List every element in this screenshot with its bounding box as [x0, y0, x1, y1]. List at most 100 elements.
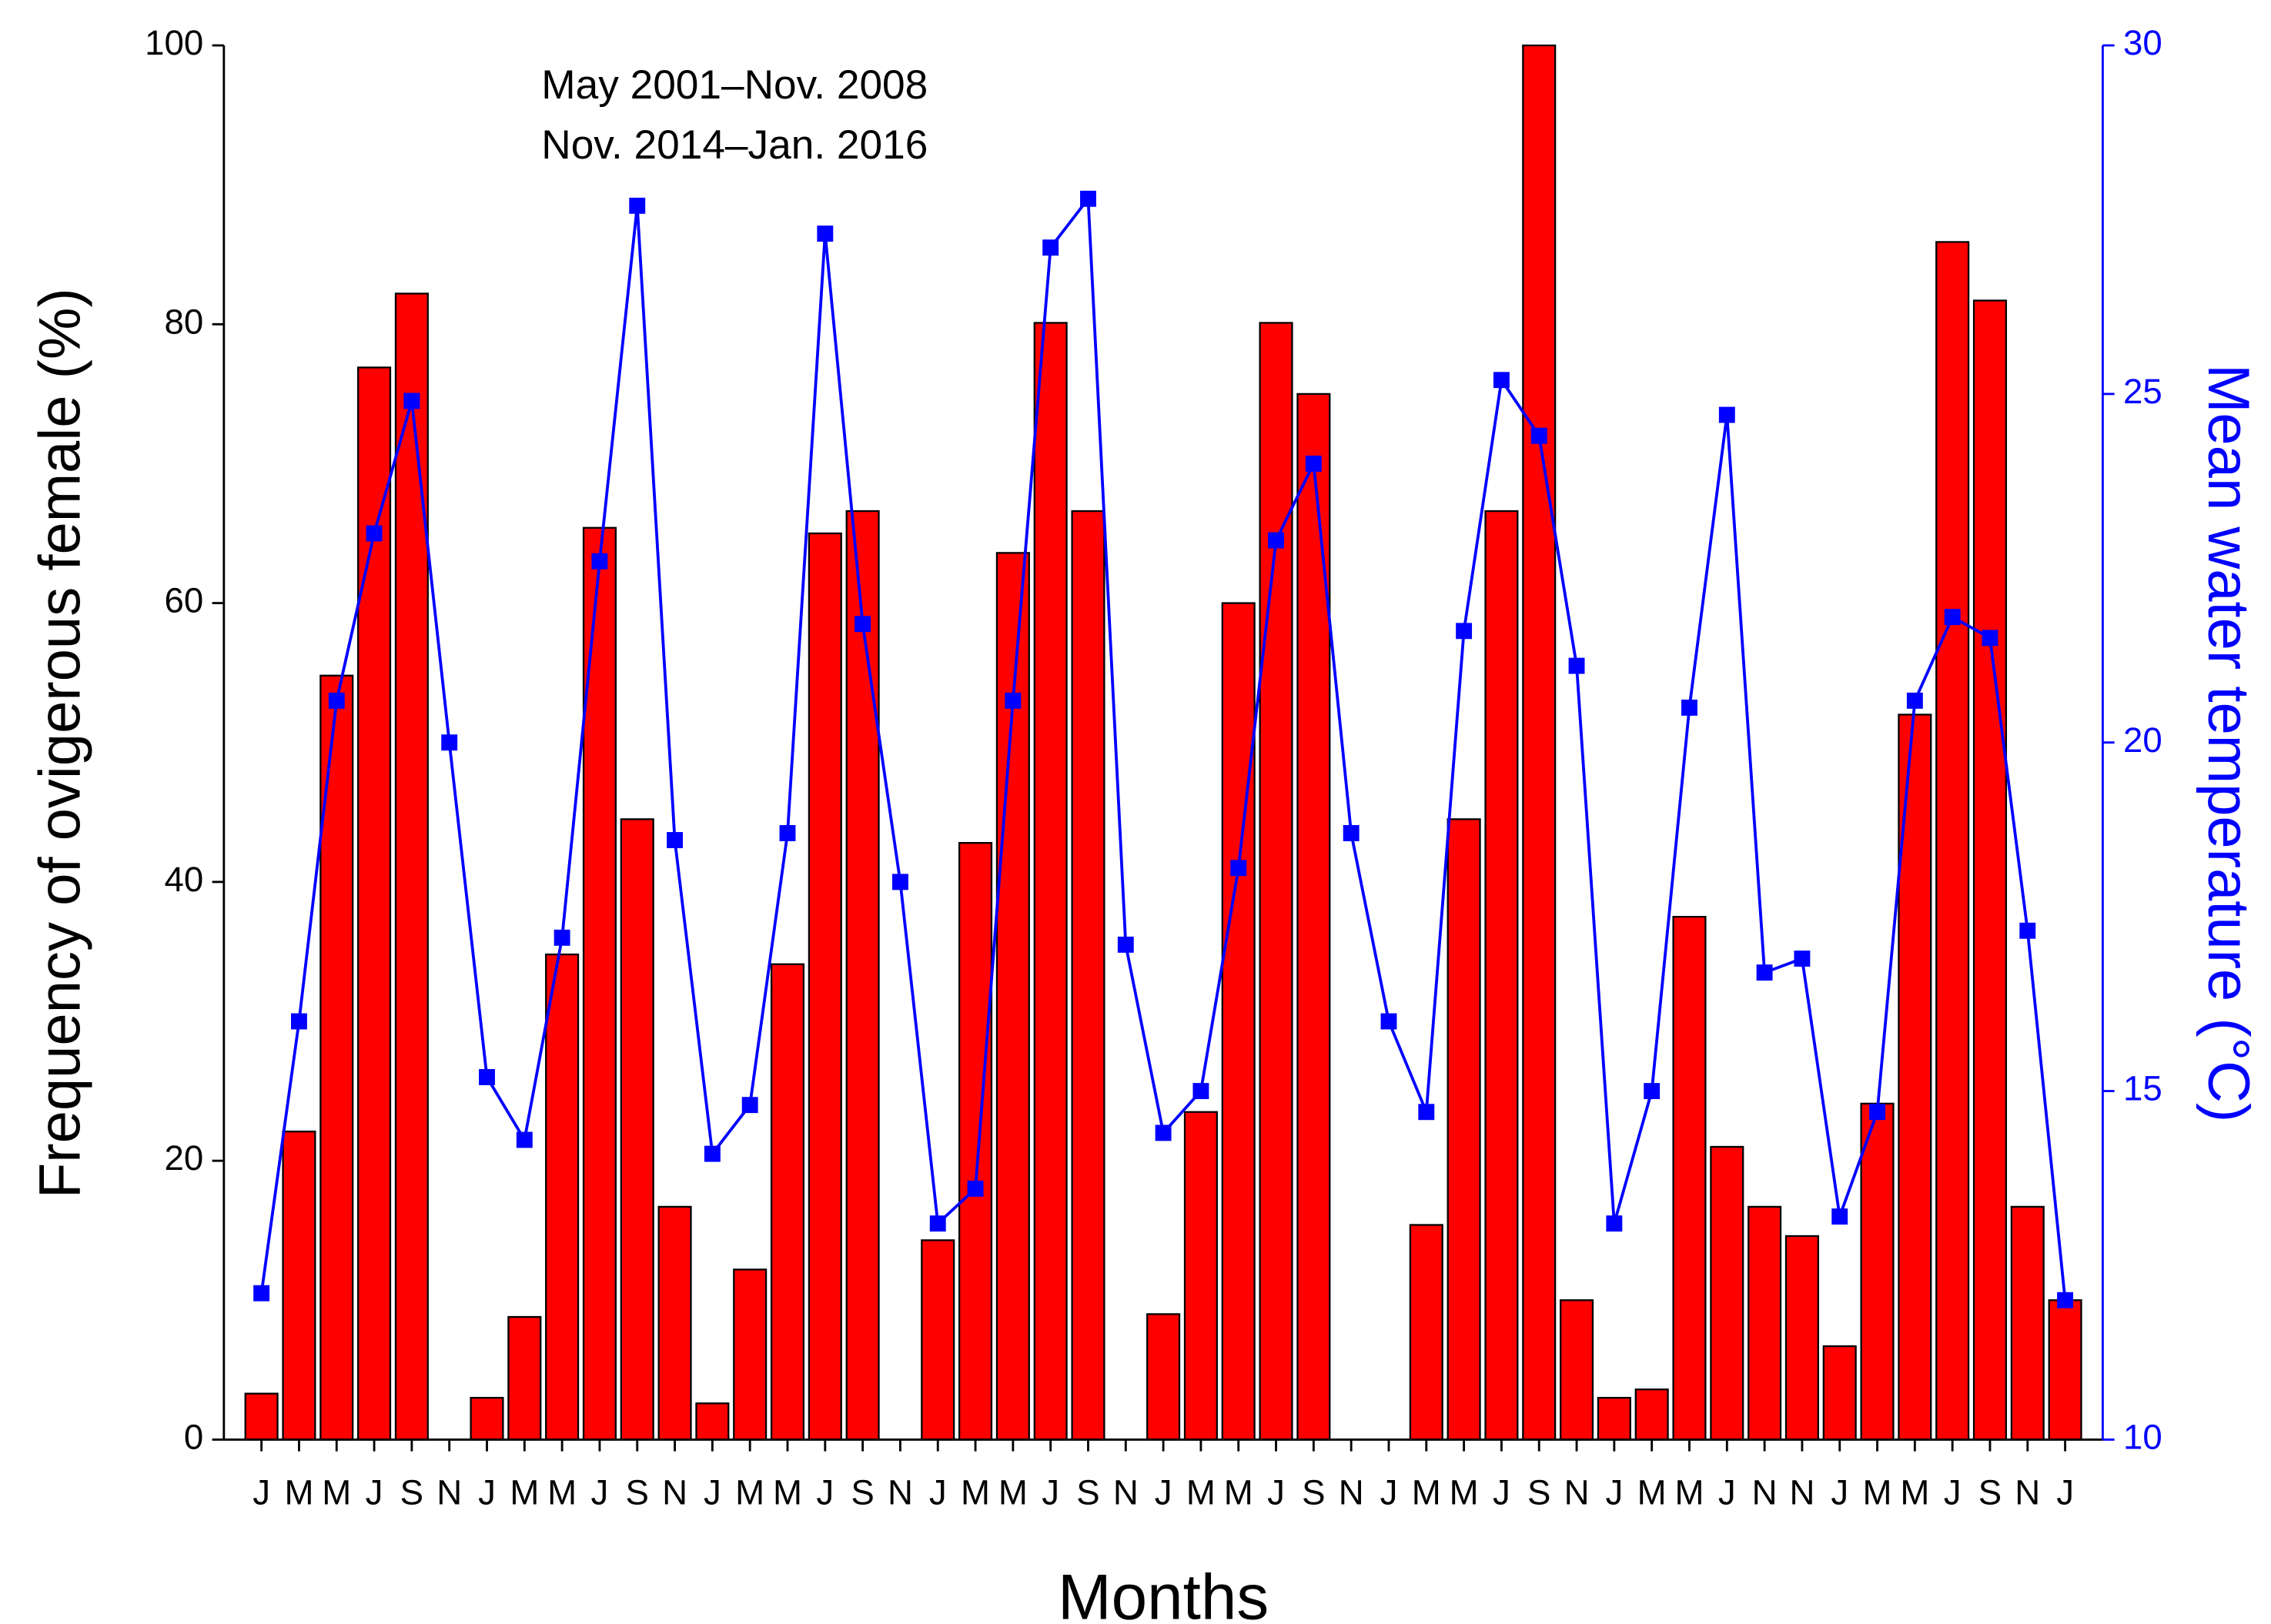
marker [1005, 692, 1022, 709]
y-tick-label: 0 [184, 1417, 203, 1456]
x-tick-label: J [704, 1473, 721, 1512]
marker [1644, 1083, 1661, 1100]
bar [1972, 299, 2008, 1441]
marker [1906, 692, 1923, 709]
marker [1982, 630, 1998, 647]
marker [554, 929, 570, 946]
x-tick-label: S [1978, 1473, 2002, 1512]
bar [357, 366, 392, 1441]
x-tick-label: J [366, 1473, 383, 1512]
y-tick-label: 80 [164, 302, 203, 341]
bar [1672, 916, 1707, 1441]
x-tick-label: J [1831, 1473, 1848, 1512]
bar [244, 1392, 279, 1441]
marker [1042, 239, 1059, 256]
bar [1784, 1235, 1819, 1441]
x-tick-label: S [851, 1473, 874, 1512]
marker [1230, 860, 1247, 877]
x-tick-label: S [1527, 1473, 1550, 1512]
x-tick-label: J [1718, 1473, 1736, 1512]
marker [1756, 964, 1773, 981]
y2-tick-label: 20 [2123, 720, 2162, 760]
bar [1484, 510, 1519, 1441]
bar [921, 1239, 955, 1441]
marker [1831, 1208, 1848, 1225]
x-tick-label: M [773, 1473, 802, 1512]
x-tick-label: M [1186, 1473, 1216, 1512]
bar [1710, 1145, 1744, 1441]
bar [1860, 1102, 1895, 1441]
x-tick-label: M [510, 1473, 539, 1512]
marker [1794, 951, 1811, 967]
marker [1568, 657, 1585, 674]
y-tick-label: 40 [164, 860, 203, 899]
marker [441, 734, 458, 751]
x-tick-label: J [1605, 1473, 1623, 1512]
bar [1296, 393, 1331, 1441]
x-tick-label: J [816, 1473, 834, 1512]
marker [1718, 406, 1735, 423]
y-tick-label: 100 [145, 23, 203, 62]
marker [1343, 825, 1360, 841]
marker [1380, 1013, 1397, 1030]
marker [1606, 1215, 1623, 1232]
x-tick-label: M [1412, 1473, 1441, 1512]
x-tick-label: M [1450, 1473, 1479, 1512]
x-tick-label: J [1042, 1473, 1059, 1512]
x-tick-label: M [1900, 1473, 1929, 1512]
x-tick-label: S [400, 1473, 423, 1512]
x-tick-label: N [2015, 1473, 2040, 1512]
marker [403, 393, 420, 409]
bar [2010, 1205, 2045, 1441]
x-tick-label: N [1113, 1473, 1139, 1512]
marker [253, 1285, 270, 1302]
marker [290, 1013, 307, 1030]
marker [2019, 922, 2036, 939]
x-tick-label: J [929, 1473, 947, 1512]
bar [1183, 1111, 1218, 1441]
x-tick-label: J [591, 1473, 609, 1512]
bar [995, 552, 1030, 1441]
x-tick-label: N [888, 1473, 913, 1512]
bar [1748, 1205, 1782, 1441]
marker [1117, 936, 1134, 953]
x-tick-label: M [998, 1473, 1028, 1512]
x-tick-label: M [1674, 1473, 1704, 1512]
bar [1522, 44, 1557, 1441]
marker [741, 1097, 758, 1114]
bar [1033, 322, 1068, 1441]
x-tick-label: M [547, 1473, 577, 1512]
marker [1530, 427, 1547, 444]
y-tick-label: 60 [164, 581, 203, 620]
x-axis-title: Months [1058, 1561, 1269, 1624]
marker [328, 692, 345, 709]
x-tick-label: J [478, 1473, 496, 1512]
x-tick-label: J [1267, 1473, 1285, 1512]
bar [282, 1130, 316, 1441]
marker [629, 197, 646, 214]
x-tick-label: J [1493, 1473, 1510, 1512]
bar [1935, 241, 1970, 1441]
marker [929, 1215, 946, 1232]
y-axis-title: Frequency of ovigerous female (%) [28, 288, 93, 1198]
bar [1221, 602, 1256, 1441]
bar [1259, 322, 1293, 1441]
x-tick-label: N [1564, 1473, 1590, 1512]
x-tick-label: J [2056, 1473, 2074, 1512]
marker [1305, 455, 1322, 472]
marker [516, 1131, 533, 1148]
bar [770, 963, 805, 1441]
bar [657, 1205, 692, 1441]
marker [1944, 609, 1961, 626]
bar [394, 292, 429, 1441]
bar [733, 1268, 768, 1441]
marker [779, 825, 796, 841]
bar [620, 818, 654, 1441]
x-tick-label: J [1944, 1473, 1962, 1512]
marker [479, 1069, 495, 1085]
marker [967, 1180, 984, 1197]
marker [817, 226, 834, 242]
bar [1634, 1388, 1669, 1441]
x-tick-label: J [253, 1473, 270, 1512]
